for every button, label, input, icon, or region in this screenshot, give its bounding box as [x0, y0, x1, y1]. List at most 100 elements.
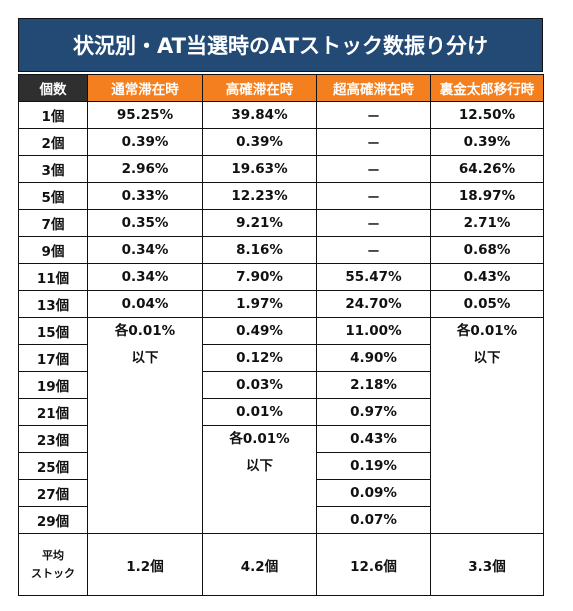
row: 23個 各0.01% 以下 0.43% [18, 425, 544, 534]
cell-line: 以下 [473, 350, 501, 366]
rate-cell: 2.18% [316, 371, 431, 399]
rate-cell: 8.16% [202, 236, 317, 264]
rate-cell: 55.47% [316, 263, 431, 291]
count-cell: 23個 [18, 425, 88, 453]
rate-cell: 0.05% [430, 290, 544, 318]
footer-label: 平均 ストック [18, 533, 88, 596]
row: 1個 95.25% 39.84% － 12.50% [18, 101, 544, 129]
row: 5個 0.33% 12.23% － 18.97% [18, 182, 544, 210]
count-cell: 17個 [18, 344, 88, 372]
count-cell: 29個 [18, 506, 88, 534]
rate-cell: － [316, 236, 431, 264]
row: 21個 0.01% 0.97% [18, 398, 544, 426]
rate-cell: 0.01% [202, 398, 317, 426]
count-cell: 5個 [18, 182, 88, 210]
row: 19個 0.03% 2.18% [18, 371, 544, 399]
header-cell: 個数 [18, 74, 88, 102]
average-cell: 12.6個 [316, 533, 431, 596]
rate-cell: 0.12% [202, 344, 317, 372]
average-cell: 3.3個 [430, 533, 544, 596]
cell-line: 以下 [246, 458, 273, 474]
rate-cell: 0.49% [202, 317, 317, 345]
rate-cell: 0.07% [316, 506, 431, 534]
average-cell: 1.2個 [87, 533, 203, 596]
cell-line: 各0.01% [456, 323, 518, 339]
rate-cell: － [316, 155, 431, 183]
count-cell: 3個 [18, 155, 88, 183]
rate-cell: 0.43% [316, 425, 431, 453]
row: 2個 0.39% 0.39% － 0.39% [18, 128, 544, 156]
rate-cell: 18.97% [430, 182, 544, 210]
rate-cell: 0.39% [87, 128, 203, 156]
count-cell: 11個 [18, 263, 88, 291]
rate-cell: 19.63% [202, 155, 317, 183]
row: 27個 0.09% [18, 479, 544, 507]
table-body: 1個 95.25% 39.84% － 12.50% 2個 0.39% 0.39% － 0.39% 3… [18, 101, 544, 596]
rate-cell: 39.84% [202, 101, 317, 129]
cell-line: 各0.01% [229, 431, 290, 447]
rate-cell: 0.19% [316, 452, 431, 480]
count-cell: 13個 [18, 290, 88, 318]
average-cell: 4.2個 [202, 533, 317, 596]
cell-line: 各0.01% [114, 323, 176, 339]
cell-line: ストック [31, 566, 75, 580]
rate-cell: 0.43% [430, 263, 544, 291]
rate-cell: 0.68% [430, 236, 544, 264]
rate-cell: 4.90% [316, 344, 431, 372]
count-cell: 9個 [18, 236, 88, 264]
cell-line: 以下 [131, 350, 159, 366]
rate-cell: 0.39% [202, 128, 317, 156]
rate-cell: 各0.01% 以下 [430, 317, 544, 534]
row: 13個 0.04% 1.97% 24.70% 0.05% [18, 290, 544, 318]
count-cell: 27個 [18, 479, 88, 507]
header-cell: 裏金太郎移行時 [430, 74, 544, 102]
count-cell: 19個 [18, 371, 88, 399]
rate-cell: 0.39% [430, 128, 544, 156]
rate-cell: 12.23% [202, 182, 317, 210]
count-cell: 21個 [18, 398, 88, 426]
rate-cell: － [316, 182, 431, 210]
table: 個数 通常滞在時 高確滞在時 超高確滞在時 裏金太郎移行時 1個 95.25% 39.84%… [18, 74, 544, 596]
row: 3個 2.96% 19.63% － 64.26% [18, 155, 544, 183]
footer-row: 平均 ストック 1.2個 4.2個 12.6個 3.3個 [18, 533, 544, 596]
rate-cell: 0.34% [87, 263, 203, 291]
rate-cell: － [316, 209, 431, 237]
sheet: 状況別・AT当選時のATストック数振り分け 個数 通常滞在時 高確滞在時 超高確滞在時… [18, 18, 544, 596]
rate-cell: 11.00% [316, 317, 431, 345]
rate-cell: 95.25% [87, 101, 203, 129]
title: 状況別・AT当選時のATストック数振り分け [18, 18, 543, 72]
rate-cell: 0.33% [87, 182, 203, 210]
count-cell: 1個 [18, 101, 88, 129]
rate-cell: 9.21% [202, 209, 317, 237]
rate-cell: 各0.01% 以下 [87, 317, 203, 534]
rate-cell: 0.34% [87, 236, 203, 264]
row: 7個 0.35% 9.21% － 2.71% [18, 209, 544, 237]
header-cell: 通常滞在時 [87, 74, 203, 102]
rate-cell: 0.09% [316, 479, 431, 507]
rate-cell: 1.97% [202, 290, 317, 318]
rate-cell: 0.04% [87, 290, 203, 318]
rate-cell: 64.26% [430, 155, 544, 183]
count-cell: 7個 [18, 209, 88, 237]
rate-cell: － [316, 128, 431, 156]
header-cell: 超高確滞在時 [316, 74, 431, 102]
header-row: 個数 通常滞在時 高確滞在時 超高確滞在時 裏金太郎移行時 [18, 74, 544, 102]
rate-cell: 2.96% [87, 155, 203, 183]
rate-cell: － [316, 101, 431, 129]
cell-line: 平均 [42, 548, 64, 562]
header-cell: 高確滞在時 [202, 74, 317, 102]
rate-cell: 0.35% [87, 209, 203, 237]
rate-cell: 2.71% [430, 209, 544, 237]
row: 17個 0.12% 4.90% [18, 344, 544, 372]
rate-cell: 12.50% [430, 101, 544, 129]
rate-cell: 各0.01% 以下 [202, 425, 317, 534]
count-cell: 15個 [18, 317, 88, 345]
rate-cell: 24.70% [316, 290, 431, 318]
rate-cell: 7.90% [202, 263, 317, 291]
rate-cell: 0.03% [202, 371, 317, 399]
count-cell: 2個 [18, 128, 88, 156]
row: 15個 各0.01% 以下 0.49% 11.00% 各0.01% 以下 [18, 317, 544, 534]
rate-cell: 0.97% [316, 398, 431, 426]
row: 11個 0.34% 7.90% 55.47% 0.43% [18, 263, 544, 291]
